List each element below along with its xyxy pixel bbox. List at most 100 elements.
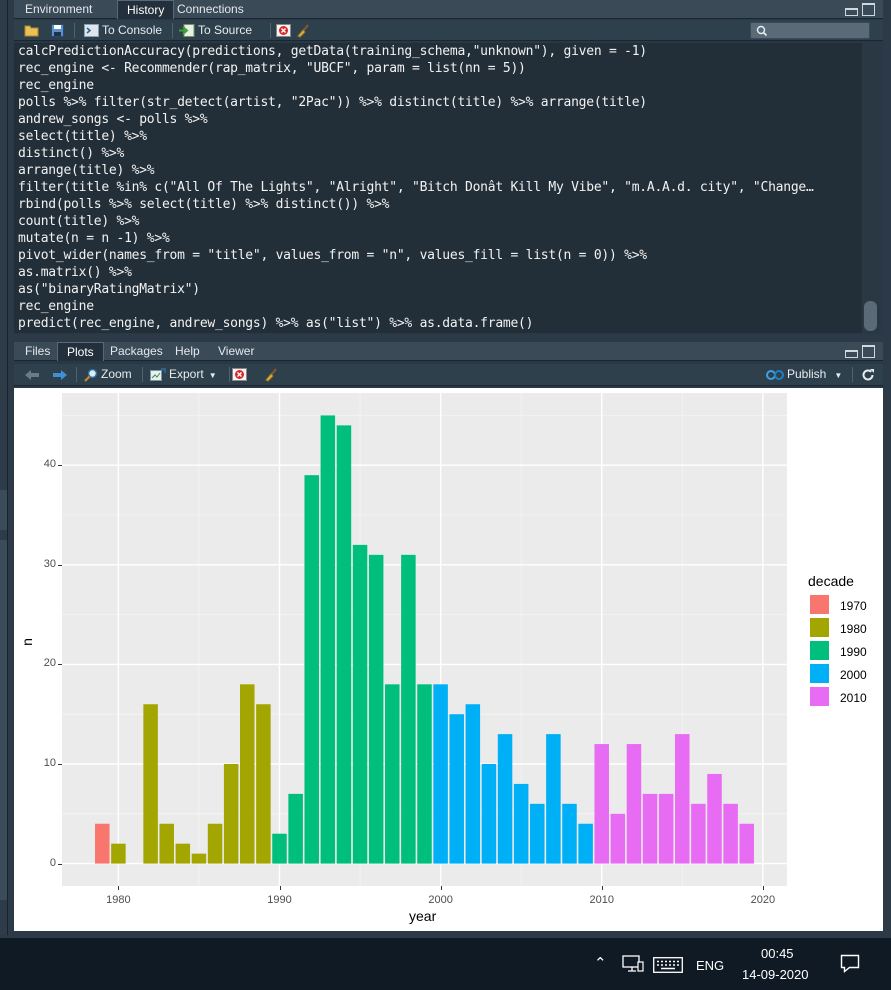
remove-history-entry-button[interactable]: [276, 20, 294, 41]
history-entry[interactable]: count(title) %>%: [18, 214, 140, 229]
to-console-icon: [84, 24, 99, 38]
left-pane-edge[interactable]: [0, 0, 8, 935]
bar-2018: [723, 803, 738, 864]
zoom-icon: [84, 368, 98, 382]
minimize-pane-icon[interactable]: [845, 8, 858, 16]
network-icon: [622, 955, 644, 972]
tab-help[interactable]: Help: [175, 344, 200, 358]
touch-keyboard-button[interactable]: [653, 957, 683, 976]
zoom-button[interactable]: Zoom: [84, 364, 132, 385]
bar-2006: [530, 803, 545, 864]
history-entry[interactable]: rbind(polls %>% select(title) %>% distin…: [18, 197, 390, 212]
maximize-pane-icon[interactable]: [862, 3, 875, 16]
action-center-button[interactable]: [840, 954, 860, 977]
x-tick-mark: [279, 886, 281, 890]
bar-2004: [497, 734, 513, 864]
publish-button[interactable]: Publish ▼: [766, 364, 842, 385]
history-entry[interactable]: polls %>% filter(str_detect(artist, "2Pa…: [18, 95, 647, 110]
tab-files[interactable]: Files: [25, 344, 51, 358]
legend-key-2000: [810, 664, 829, 683]
history-scrollbar[interactable]: [862, 43, 879, 333]
tab-packages[interactable]: Packages: [110, 344, 163, 358]
export-menu-button[interactable]: Export ▼: [150, 364, 217, 385]
y-tick-mark: [58, 664, 62, 666]
bar-2019: [739, 823, 754, 864]
history-scrollbar-thumb[interactable]: [864, 301, 877, 331]
history-entry[interactable]: rec_engine: [18, 299, 94, 314]
bar-2007: [546, 734, 561, 864]
history-entry[interactable]: arrange(title) %>%: [18, 163, 155, 178]
tab-plots[interactable]: Plots: [57, 342, 104, 361]
bar-1979: [95, 823, 110, 864]
chevron-down-icon: ▼: [834, 371, 843, 380]
clock-date[interactable]: 14-09-2020: [742, 967, 809, 982]
notification-icon: [840, 954, 860, 973]
load-history-button[interactable]: [24, 20, 43, 41]
history-entry[interactable]: rec_engine <- Recommender(rap_matrix, "U…: [18, 61, 526, 76]
history-entry[interactable]: predict(rec_engine, andrew_songs) %>% as…: [18, 316, 534, 331]
x-tick-mark: [601, 886, 603, 890]
network-button[interactable]: [622, 955, 644, 976]
history-entry[interactable]: rec_engine: [18, 78, 94, 93]
clock-time[interactable]: 00:45: [761, 946, 794, 961]
to-console-label: To Console: [102, 23, 163, 37]
publish-icon: [766, 369, 784, 380]
minimize-pane-icon[interactable]: [845, 350, 858, 358]
legend-label-1980: 1980: [840, 622, 867, 636]
chevron-up-icon: ⌃: [594, 955, 607, 972]
legend-label-2000: 2000: [840, 668, 867, 682]
to-console-button[interactable]: To Console: [84, 20, 162, 41]
plots-toolbar: Zoom Export ▼ Publish ▼: [14, 364, 883, 386]
broom-icon: [265, 368, 277, 382]
bar-1983: [159, 823, 174, 864]
tab-connections[interactable]: Connections: [177, 2, 244, 16]
tab-history[interactable]: History: [117, 0, 175, 19]
tab-environment[interactable]: Environment: [25, 2, 93, 16]
history-entry[interactable]: select(title) %>%: [18, 129, 147, 144]
y-tick-label: 10: [43, 756, 56, 769]
bar-2016: [691, 803, 706, 864]
bar-1992: [304, 475, 319, 864]
history-entry[interactable]: as.matrix() %>%: [18, 265, 132, 280]
x-tick-label: 1980: [106, 894, 131, 906]
show-hidden-icons-button[interactable]: ⌃: [594, 954, 607, 972]
history-entry[interactable]: as("binaryRatingMatrix"): [18, 282, 200, 297]
arrow-right-icon: [53, 369, 67, 380]
bar-1998: [401, 554, 416, 864]
history-entry[interactable]: distinct() %>%: [18, 146, 125, 161]
history-list[interactable]: calcPredictionAccuracy(predictions, getD…: [14, 43, 862, 333]
history-entry[interactable]: pivot_wider(names_from = "title", values…: [18, 248, 647, 263]
history-entry[interactable]: filter(title %in% c("All Of The Lights",…: [18, 180, 814, 195]
bar-2014: [658, 793, 674, 864]
tab-viewer[interactable]: Viewer: [218, 344, 255, 358]
maximize-pane-icon[interactable]: [862, 345, 875, 358]
clear-plots-button[interactable]: [264, 364, 281, 385]
next-plot-button[interactable]: [52, 364, 71, 385]
refresh-plot-button[interactable]: [861, 364, 878, 385]
y-tick-mark: [58, 465, 62, 467]
broom-icon: [297, 24, 309, 38]
bar-1982: [143, 704, 158, 864]
publish-label: Publish: [787, 367, 827, 381]
to-source-button[interactable]: To Source: [178, 20, 252, 41]
clear-history-button[interactable]: [296, 20, 313, 41]
history-entry[interactable]: mutate(n = n -1) %>%: [18, 231, 170, 246]
y-tick-label: 20: [43, 657, 56, 670]
input-language-button[interactable]: ENG: [696, 958, 725, 973]
zoom-label: Zoom: [101, 367, 132, 381]
history-entry[interactable]: andrew_songs <- polls %>%: [18, 112, 208, 127]
legend-title: decade: [808, 573, 854, 589]
export-icon: [150, 368, 166, 382]
previous-plot-button[interactable]: [24, 364, 43, 385]
folder-open-icon: [24, 25, 39, 37]
bar-2012: [626, 744, 642, 864]
bar-1986: [207, 823, 223, 864]
plots-pane-window-buttons: [845, 345, 877, 358]
save-history-button[interactable]: [51, 20, 67, 41]
bar-1990: [272, 833, 287, 864]
chevron-down-icon: ▼: [208, 371, 217, 380]
remove-plot-button[interactable]: [232, 364, 250, 385]
legend-key-1990: [810, 641, 829, 660]
history-entry[interactable]: calcPredictionAccuracy(predictions, getD…: [18, 44, 647, 59]
history-search-input[interactable]: [750, 22, 870, 39]
